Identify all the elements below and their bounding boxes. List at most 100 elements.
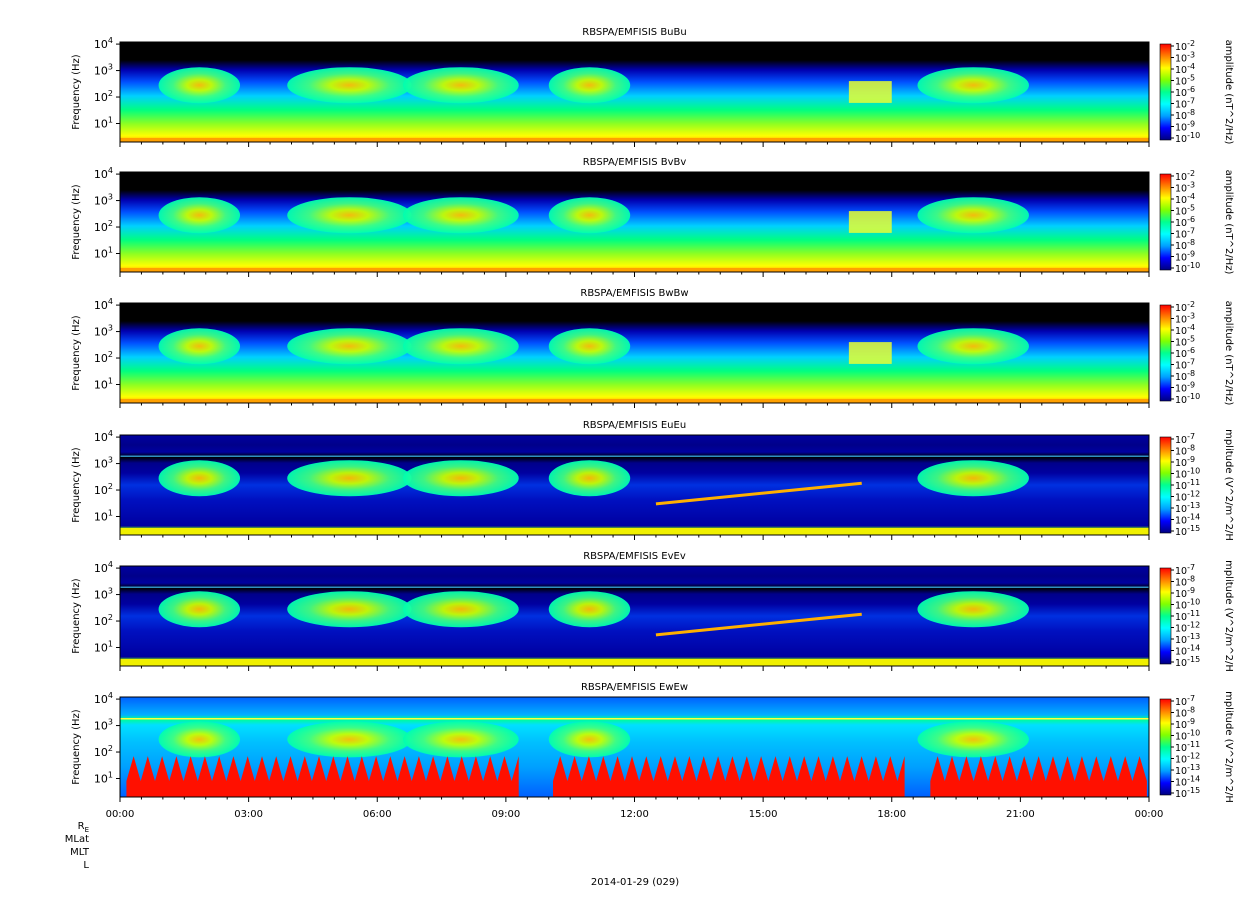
- emission-blob: [287, 721, 412, 758]
- x-tick-label: 18:00: [877, 809, 906, 820]
- y-axis-label: Frequency (Hz): [71, 315, 82, 391]
- emission-blob: [548, 328, 631, 365]
- low-frequency-band: [120, 528, 1149, 535]
- y-tick-label: 102: [94, 482, 113, 497]
- panel-6: RBSPA/EMFISIS EwEw Frequency (Hz) 101 102 10…: [71, 682, 1234, 803]
- chorus-burst: [848, 81, 892, 103]
- emission-blob: [158, 591, 241, 628]
- y-tick-label: 103: [94, 587, 113, 602]
- panel-title: RBSPA/EMFISIS BvBv: [583, 157, 687, 168]
- panel-title: RBSPA/EMFISIS BwBw: [580, 288, 688, 299]
- emission-blob: [158, 197, 241, 234]
- low-frequency-red-region: [930, 756, 1147, 797]
- x-tick-label: 03:00: [234, 809, 263, 820]
- emission-blob: [287, 460, 412, 497]
- emission-blob: [548, 67, 631, 104]
- colorbar-label: mplitude (V^2/m^2/H: [1223, 429, 1234, 541]
- emission-blob: [158, 460, 241, 497]
- emission-blob: [158, 328, 241, 365]
- x-tick-label: 15:00: [749, 809, 778, 820]
- date-label: 2014-01-29 (029): [591, 877, 679, 888]
- panel-title: RBSPA/EMFISIS EvEv: [583, 551, 686, 562]
- rising-tone: [655, 481, 862, 506]
- y-tick-label: 101: [94, 115, 113, 130]
- time-axis: 00:00 03:00 06:00 09:00 12:00 15:00 18:00 21:00…: [106, 142, 1164, 820]
- emission-blob: [917, 591, 1029, 628]
- emission-blob: [402, 460, 519, 497]
- y-tick-label: 104: [94, 691, 113, 706]
- y-tick-label: 103: [94, 193, 113, 208]
- colorbar-tick-label: 10-15: [1175, 786, 1200, 800]
- y-tick-label: 103: [94, 718, 113, 733]
- x-tick-label: 09:00: [491, 809, 520, 820]
- y-tick-label: 104: [94, 297, 113, 312]
- emission-blob: [287, 197, 412, 234]
- panel-title: RBSPA/EMFISIS EuEu: [583, 420, 686, 431]
- panel-title: RBSPA/EMFISIS EwEw: [581, 682, 688, 693]
- panel-title: RBSPA/EMFISIS BuBu: [582, 27, 686, 38]
- emission-blob: [287, 67, 412, 104]
- emission-blob: [917, 197, 1029, 234]
- colorbar: [1159, 567, 1172, 665]
- emission-blob: [548, 460, 631, 497]
- emission-blob: [402, 591, 519, 628]
- y-tick-label: 102: [94, 350, 113, 365]
- emission-blob: [917, 67, 1029, 104]
- low-frequency-red-region: [553, 756, 905, 797]
- rising-tone: [655, 612, 862, 637]
- ephemeris-label: MLat: [65, 834, 89, 845]
- y-axis-label: Frequency (Hz): [71, 184, 82, 260]
- emission-blob: [917, 460, 1029, 497]
- y-tick-label: 101: [94, 770, 113, 785]
- colorbar-label: amplitude (nT^2/Hz): [1223, 170, 1234, 275]
- panel-2: RBSPA/EMFISIS BvBv Frequency (Hz) 101 102 10…: [71, 157, 1234, 275]
- colorbar: [1159, 43, 1172, 141]
- colorbar-tick-label: 10-15: [1175, 655, 1200, 669]
- y-tick-label: 104: [94, 560, 113, 575]
- y-axis-label: Frequency (Hz): [71, 447, 82, 523]
- emission-blob: [548, 721, 631, 758]
- emission-blob: [287, 591, 412, 628]
- colorbar: [1159, 436, 1172, 534]
- y-tick-label: 104: [94, 166, 113, 181]
- low-frequency-band: [120, 399, 1149, 403]
- y-tick-label: 101: [94, 376, 113, 391]
- ephemeris-label: L: [83, 860, 89, 871]
- emission-blob: [402, 67, 519, 104]
- spectrogram-panels: RBSPA/EMFISIS BuBu Frequency (Hz) 101 102 10…: [71, 27, 1234, 803]
- x-tick-label: 00:00: [1135, 809, 1164, 820]
- emission-blob: [158, 721, 241, 758]
- chorus-burst: [848, 211, 892, 233]
- chorus-burst: [848, 342, 892, 364]
- colorbar-label: amplitude (nT^2/Hz): [1223, 40, 1234, 145]
- x-tick-label: 06:00: [363, 809, 392, 820]
- ephemeris-label: RE: [78, 821, 89, 834]
- y-tick-label: 104: [94, 36, 113, 51]
- emission-blob: [402, 197, 519, 234]
- y-axis-label: Frequency (Hz): [71, 578, 82, 654]
- y-tick-label: 101: [94, 245, 113, 260]
- emission-blob: [287, 328, 412, 365]
- x-tick-label: 00:00: [106, 809, 135, 820]
- y-tick-label: 101: [94, 508, 113, 523]
- panel-1: RBSPA/EMFISIS BuBu Frequency (Hz) 101 102 10…: [71, 27, 1234, 145]
- y-tick-label: 103: [94, 324, 113, 339]
- emission-blob: [548, 197, 631, 234]
- emission-blob: [158, 67, 241, 104]
- ephemeris-label: MLT: [70, 847, 90, 858]
- x-tick-label: 12:00: [620, 809, 649, 820]
- colorbar: [1159, 698, 1172, 796]
- emission-blob: [402, 328, 519, 365]
- emission-blob: [917, 721, 1029, 758]
- y-axis-label: Frequency (Hz): [71, 54, 82, 130]
- y-tick-label: 102: [94, 89, 113, 104]
- y-tick-label: 102: [94, 613, 113, 628]
- y-tick-label: 101: [94, 639, 113, 654]
- colorbar-tick-label: 10-10: [1175, 131, 1200, 145]
- panel-3: RBSPA/EMFISIS BwBw Frequency (Hz) 101 102 10…: [71, 288, 1234, 406]
- y-tick-label: 102: [94, 744, 113, 759]
- y-tick-label: 103: [94, 456, 113, 471]
- colorbar-tick-label: 10-10: [1175, 392, 1200, 406]
